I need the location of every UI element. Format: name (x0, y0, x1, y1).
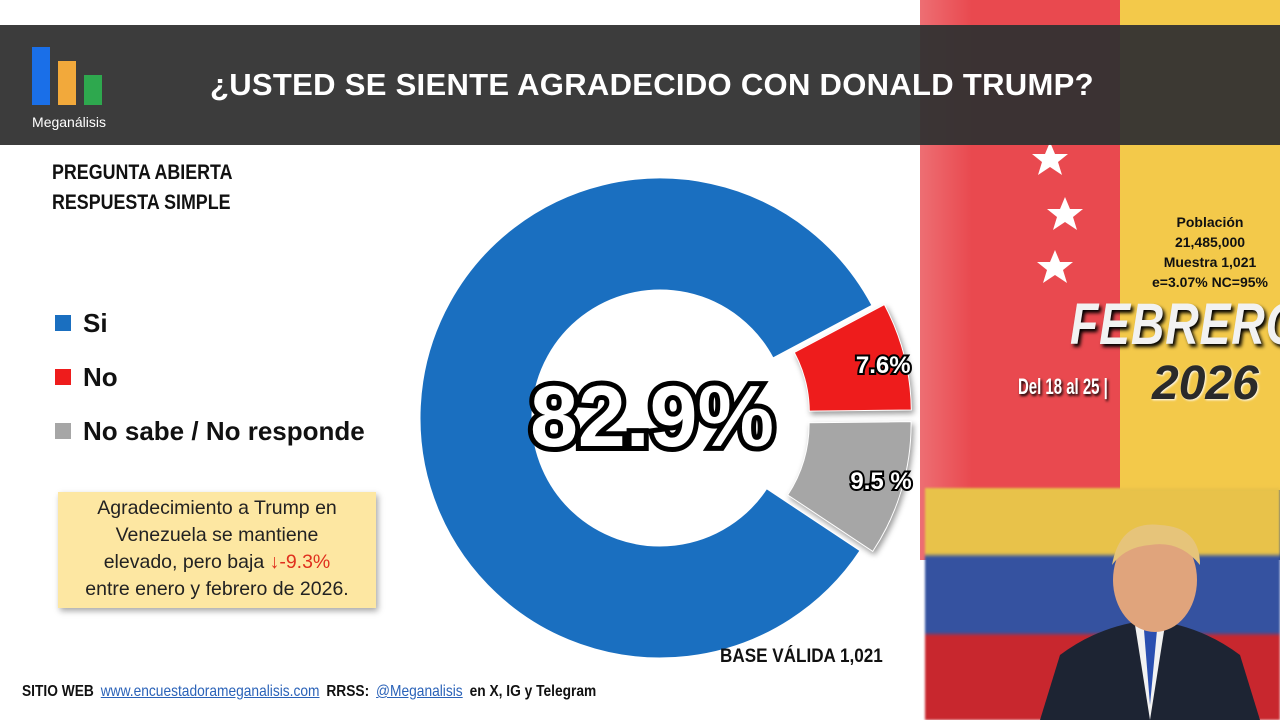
note-change: ↓-9.3% (269, 551, 331, 573)
survey-meta: Población 21,485,000 Muestra 1,021 e=3.0… (1140, 212, 1280, 292)
error-margin: e=3.07% NC=95% (1152, 274, 1268, 290)
legend-label: No sabe / No responde (83, 416, 365, 446)
question-type: PREGUNTA ABIERTA RESPUESTA SIMPLE (52, 158, 232, 218)
legend-swatch (55, 369, 71, 385)
legend-item-no: No (55, 350, 365, 404)
legend-item-ns-nr: No sabe / No responde (55, 404, 365, 458)
poblacion-label: Población (1176, 214, 1244, 230)
slice-no-sabe-no-responde (787, 421, 912, 553)
site-label: SITIO WEB (22, 683, 94, 700)
page-title: ¿USTED SE SIENTE AGRADECIDO CON DONALD T… (210, 67, 1094, 102)
muestra: Muestra 1,021 (1163, 254, 1257, 270)
poblacion-value: 21,485,000 (1174, 234, 1246, 250)
data-label-1: 7.6% (856, 352, 911, 379)
data-label-2: 9.5 % (850, 468, 911, 495)
note-text: elevado, pero baja (103, 551, 270, 573)
chart-legend: Si No No sabe / No responde (55, 296, 365, 458)
note-line: entre enero y febrero de 2026. (85, 578, 349, 600)
legend-swatch (55, 423, 71, 439)
footer: SITIO WEB www.encuestadorameganalisis.com… (22, 682, 596, 702)
website-link[interactable]: www.encuestadorameganalisis.com (100, 683, 320, 700)
legend-label: No (83, 362, 118, 392)
legend-label: Si (83, 308, 108, 338)
data-label-0: 82.9% (530, 369, 774, 465)
insight-note: Agradecimiento a Trump en Venezuela se m… (58, 492, 376, 608)
social-suffix: en X, IG y Telegram (469, 683, 597, 700)
legend-item-si: Si (55, 296, 365, 350)
legend-swatch (55, 315, 71, 331)
social-handle-link[interactable]: @Meganalisis (376, 683, 463, 700)
question-type-simple: RESPUESTA SIMPLE (52, 191, 231, 214)
month-title: FEBRERO (1070, 292, 1280, 357)
note-line: Agradecimiento a Trump en (97, 497, 337, 519)
slice-no (793, 303, 912, 412)
date-range: Del 18 al 25 | (1018, 374, 1108, 399)
year: 2026 (1152, 357, 1259, 410)
header: Meganálisis ¿USTED SE SIENTE AGRADECIDO … (0, 25, 1280, 145)
meganalisis-logo: Meganálisis (24, 43, 114, 133)
note-line: Venezuela se mantiene (115, 524, 319, 546)
rrss-label: RRSS: (326, 683, 370, 700)
trump-photo (1040, 524, 1260, 720)
note-line: elevado, pero baja ↓-9.3% (58, 549, 376, 576)
slice-si (419, 177, 873, 659)
question-type-open: PREGUNTA ABIERTA (52, 161, 233, 184)
base-valida: BASE VÁLIDA 1,021 (720, 646, 883, 667)
